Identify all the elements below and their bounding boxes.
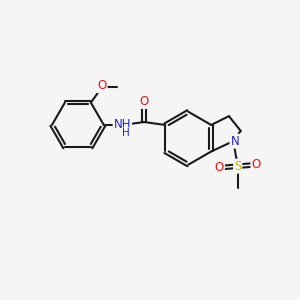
Text: NH: NH (114, 118, 131, 131)
Text: S: S (234, 160, 242, 173)
Text: N: N (230, 135, 239, 148)
Text: O: O (140, 95, 149, 108)
Text: O: O (215, 161, 224, 174)
Text: O: O (98, 79, 106, 92)
Text: H: H (122, 128, 130, 138)
Text: O: O (251, 158, 261, 171)
